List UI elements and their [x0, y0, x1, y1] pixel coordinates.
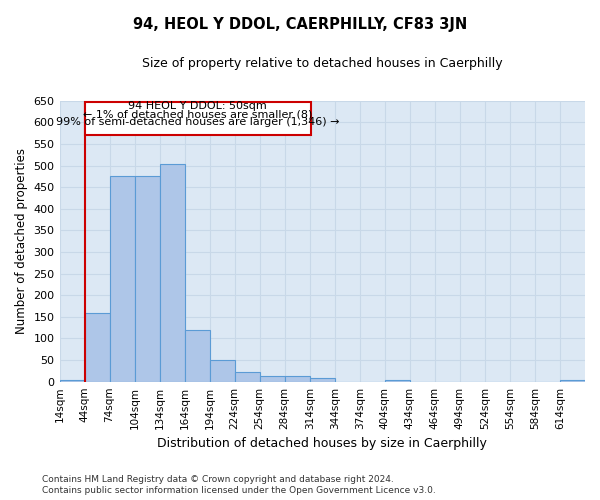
Bar: [285, 376, 310, 382]
Bar: [134, 176, 160, 382]
Bar: [310, 378, 335, 382]
Bar: [235, 372, 260, 382]
Bar: [110, 176, 134, 382]
Bar: [209, 360, 235, 382]
X-axis label: Distribution of detached houses by size in Caerphilly: Distribution of detached houses by size …: [157, 437, 487, 450]
Text: Contains HM Land Registry data © Crown copyright and database right 2024.: Contains HM Land Registry data © Crown c…: [42, 475, 394, 484]
Bar: [260, 376, 285, 382]
Bar: [85, 314, 110, 382]
Bar: [59, 380, 85, 382]
Text: 94 HEOL Y DDOL: 50sqm: 94 HEOL Y DDOL: 50sqm: [128, 101, 267, 111]
Bar: [160, 164, 185, 382]
Text: Contains public sector information licensed under the Open Government Licence v3: Contains public sector information licen…: [42, 486, 436, 495]
Title: Size of property relative to detached houses in Caerphilly: Size of property relative to detached ho…: [142, 58, 503, 70]
Bar: [85, 102, 311, 136]
Text: 94, HEOL Y DDOL, CAERPHILLY, CF83 3JN: 94, HEOL Y DDOL, CAERPHILLY, CF83 3JN: [133, 18, 467, 32]
Text: ← 1% of detached houses are smaller (8): ← 1% of detached houses are smaller (8): [83, 109, 312, 119]
Bar: [560, 380, 585, 382]
Text: 99% of semi-detached houses are larger (1,346) →: 99% of semi-detached houses are larger (…: [56, 118, 340, 128]
Y-axis label: Number of detached properties: Number of detached properties: [15, 148, 28, 334]
Bar: [185, 330, 209, 382]
Bar: [385, 380, 410, 382]
